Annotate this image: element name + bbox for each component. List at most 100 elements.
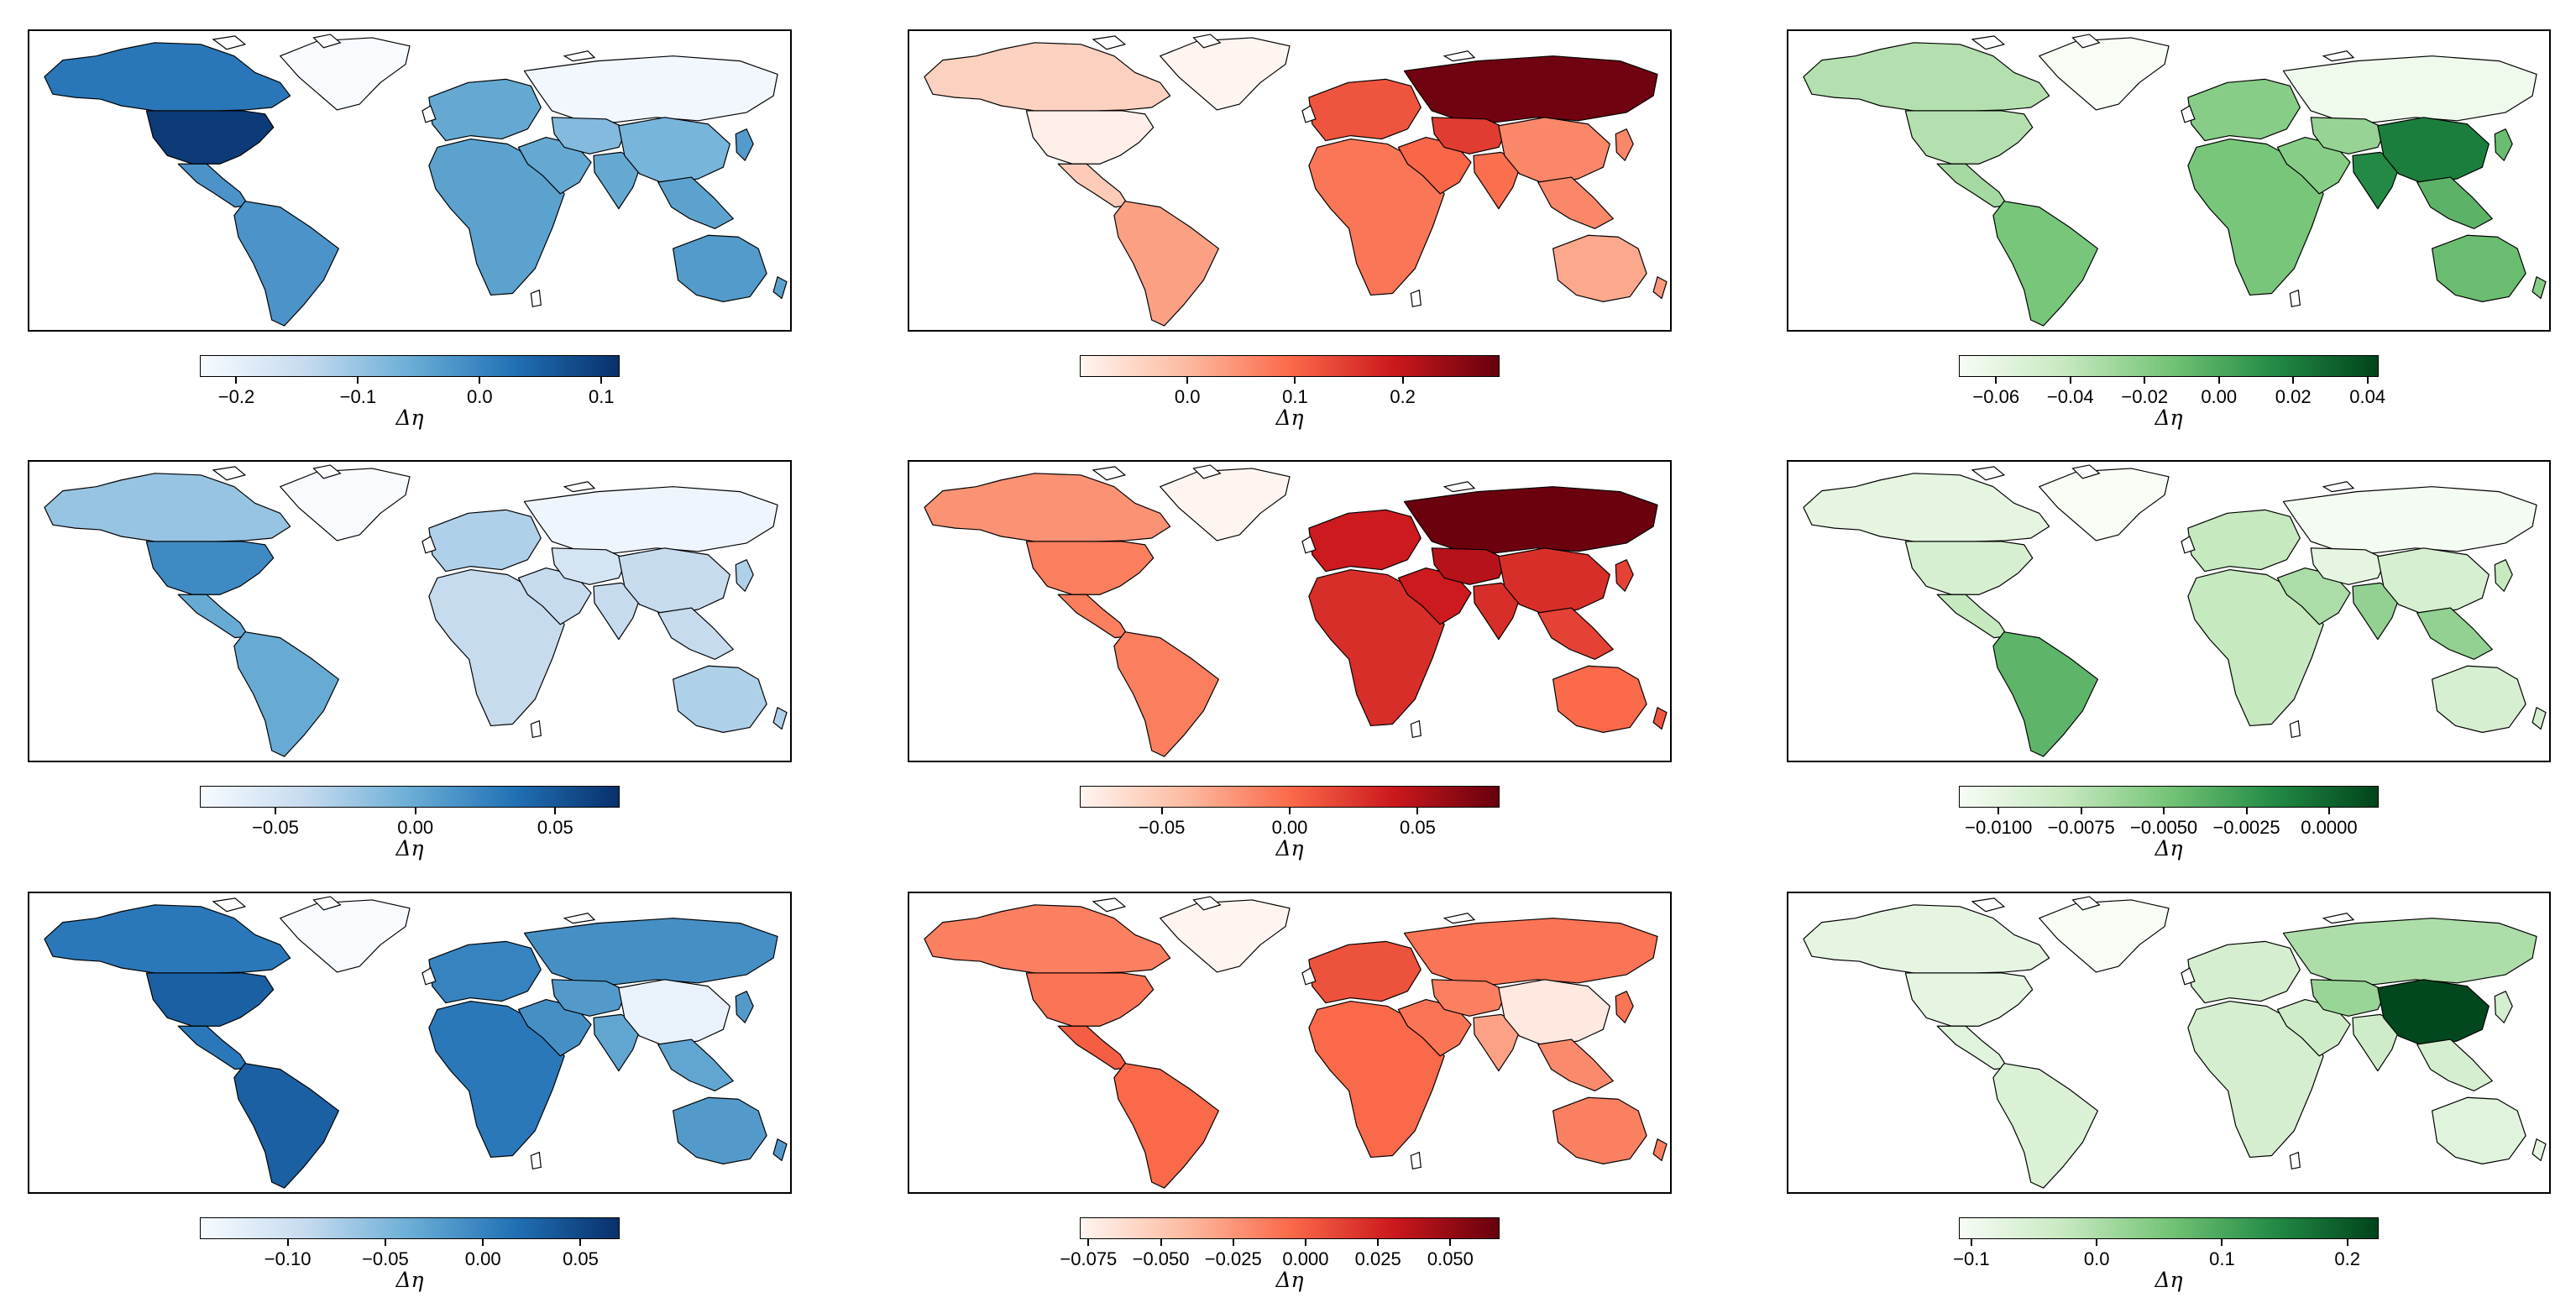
island-1 (1971, 466, 2006, 481)
colorbar-tick (2346, 1239, 2348, 1246)
region-newzealand (2531, 1138, 2547, 1162)
colorbar-label: Δη (1275, 836, 1304, 861)
island-2 (1301, 967, 1317, 986)
island-4 (1410, 719, 1422, 739)
region-northamerica (1025, 972, 1154, 1027)
colorbar-tick-label: 0.1 (588, 386, 615, 407)
world-map (28, 892, 792, 1194)
island-2 (421, 536, 437, 554)
colorbar-tick (554, 808, 557, 814)
region-europe (2187, 509, 2301, 573)
region-centralamerica (177, 1025, 249, 1070)
region-southamerica (1113, 1063, 1219, 1189)
region-centralamerica (1936, 594, 2008, 639)
region-canada (924, 904, 1171, 974)
region-southamerica (1113, 201, 1219, 327)
region-seasia (1537, 176, 1614, 229)
region-africa (1308, 1000, 1445, 1159)
region-australia (673, 1096, 767, 1164)
region-northamerica (1025, 110, 1154, 165)
region-centralasia (1431, 979, 1508, 1017)
world-map (908, 29, 1672, 332)
region-centralasia (1431, 117, 1508, 154)
colorbar-tick (579, 1239, 582, 1246)
island-4 (1410, 1151, 1422, 1170)
region-russia (2282, 486, 2537, 554)
island-3 (563, 481, 596, 493)
colorbar-tick-label: −0.050 (1132, 1248, 1190, 1269)
region-seasia (2416, 607, 2493, 660)
colorbar (200, 1217, 620, 1239)
colorbar-tick (2366, 377, 2369, 384)
region-europe (428, 940, 542, 1004)
region-japan (2494, 128, 2513, 161)
colorbar-ticks: −0.0100 −0.0075 −0.0050 −0.0025 0.0000 (1959, 808, 2379, 841)
colorbar (200, 355, 620, 377)
colorbar-label: Δη (1275, 405, 1304, 430)
region-middleeast (2276, 998, 2351, 1057)
region-centralamerica (1936, 163, 2008, 208)
island-3 (2322, 481, 2355, 493)
region-centralasia (551, 117, 628, 154)
region-centralamerica (177, 163, 249, 208)
colorbar-tick (1289, 808, 1291, 814)
region-russia (2282, 918, 2537, 986)
colorbar-tick-label: 0.050 (1427, 1248, 1474, 1269)
region-australia (673, 665, 767, 733)
island-1 (1092, 466, 1127, 481)
colorbar-tick-label: 0.1 (1282, 386, 1308, 407)
colorbar (1080, 1217, 1500, 1239)
region-russia (523, 55, 778, 123)
region-greenland (280, 468, 411, 542)
colorbar-tick (1449, 1239, 1452, 1246)
region-australia (1552, 1096, 1647, 1164)
colorbar-label: Δη (1275, 1268, 1304, 1292)
region-greenland (1160, 899, 1291, 973)
colorbar-tick-label: 0.05 (537, 817, 573, 838)
island-3 (563, 50, 596, 62)
region-europe (1308, 78, 1422, 142)
region-canada (924, 473, 1171, 542)
world-map (1787, 460, 2551, 762)
colorbar-tick (2080, 808, 2082, 814)
region-newzealand (772, 707, 788, 730)
colorbar-tick-label: 0.2 (2334, 1248, 2360, 1269)
island-2 (1301, 105, 1317, 123)
region-russia (523, 918, 778, 986)
region-newzealand (772, 1138, 788, 1162)
colorbar-tick (414, 808, 416, 814)
colorbar-tick (2245, 808, 2248, 814)
region-centralamerica (1057, 163, 1129, 208)
island-4 (1410, 289, 1422, 308)
island-4 (530, 1151, 542, 1170)
region-canada (1803, 473, 2050, 542)
region-russia (1403, 55, 1658, 123)
colorbar-tick (1294, 377, 1296, 384)
island-0 (312, 34, 342, 49)
island-3 (1442, 481, 1476, 493)
colorbar-tick (286, 1239, 289, 1246)
colorbar-tick (2096, 1239, 2098, 1246)
colorbar-label: Δη (395, 1268, 424, 1292)
region-canada (1803, 904, 2050, 974)
region-southamerica (233, 201, 339, 327)
colorbar-tick (2144, 377, 2146, 384)
colorbar-label: Δη (395, 836, 424, 861)
colorbar-tick-label: −0.05 (362, 1248, 409, 1269)
colorbar-tick (1401, 377, 1404, 384)
region-northamerica (145, 541, 275, 595)
colorbar (200, 786, 620, 808)
colorbar-ticks: −0.2 −0.1 0.0 0.1 (200, 377, 620, 411)
region-africa (2187, 1000, 2324, 1159)
colorbar-tick (479, 377, 481, 384)
colorbar-ticks: −0.05 0.00 0.05 (200, 808, 620, 841)
island-4 (530, 719, 542, 739)
colorbar-tick-label: −0.0075 (2047, 817, 2115, 838)
colorbar-tick (1160, 808, 1163, 814)
region-greenland (280, 899, 411, 973)
colorbar-tick-label: 0.02 (2275, 386, 2312, 407)
colorbar-tick (2069, 377, 2071, 384)
region-australia (1552, 665, 1647, 733)
region-russia (1403, 486, 1658, 554)
colorbar-tick-label: 0.0000 (2301, 817, 2358, 838)
